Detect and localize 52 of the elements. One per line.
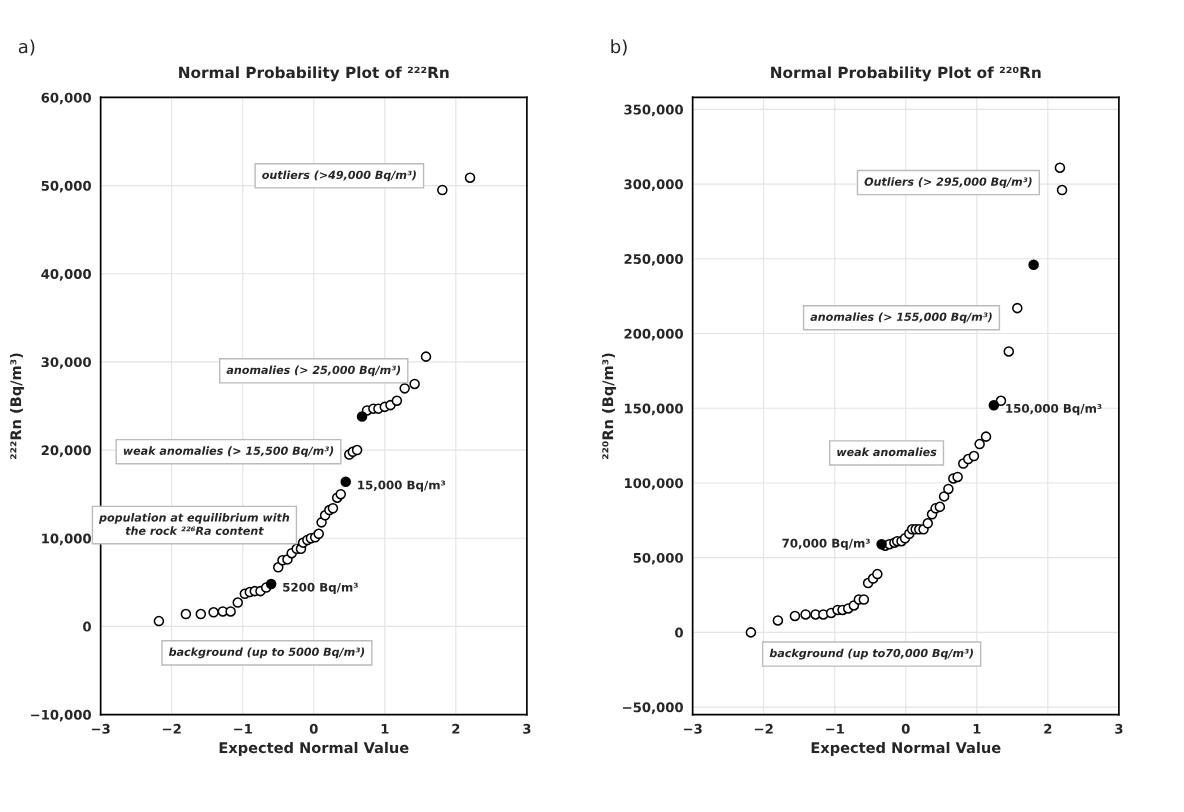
x-tick-label: 0 [309, 723, 318, 734]
x-tick-label: 1 [381, 723, 389, 734]
annotation: population at equilibrium with the rock ²²⁶Ra content [98, 513, 290, 535]
annotation: anomalies (> 25,000 Bq/m³) [226, 365, 401, 377]
x-tick-label: −2 [754, 723, 773, 734]
text: b) [611, 39, 627, 56]
x-tick-label: −3 [91, 723, 110, 734]
annotation: 70,000 Bq/m³ [782, 538, 870, 550]
x-tick-label: 1 [973, 723, 981, 734]
x-tick-label: 0 [901, 723, 910, 734]
y-tick-label: 10,000 [42, 533, 91, 546]
y-tick-label: 60,000 [41, 92, 91, 105]
y-axis-title: ²²⁰Rn (Bq/m³) [601, 353, 617, 460]
y-tick-label: 0 [83, 621, 91, 632]
y-tick-label: 100,000 [625, 478, 683, 490]
text: a) [18, 39, 35, 56]
annotation: weak anomalies [837, 447, 937, 457]
y-tick-label: 300,000 [624, 179, 683, 191]
y-tick-label: 200,000 [624, 328, 683, 341]
annotation: anomalies (> 155,000 Bq/m³) [810, 312, 992, 324]
y-tick-label: 40,000 [41, 268, 91, 281]
annotation: Outliers (> 295,000 Bq/m³) [864, 177, 1032, 188]
y-tick-label: 50,000 [41, 180, 91, 193]
x-tick-label: −3 [683, 723, 702, 734]
x-axis-title: Expected Normal Value [219, 741, 409, 757]
annotation: background (up to70,000 Bq/m³) [769, 648, 973, 660]
y-tick-label: −50,000 [623, 702, 683, 714]
annotation: weak anomalies (> 15,500 Bq/m³) [123, 446, 334, 458]
x-tick-label: 3 [523, 723, 531, 734]
annotation: 15,000 Bq/m³ [358, 480, 446, 492]
y-tick-label: 350,000 [624, 104, 683, 117]
y-tick-label: 30,000 [41, 357, 91, 369]
x-tick-label: 2 [1044, 723, 1052, 734]
y-tick-label: −10,000 [31, 709, 91, 722]
y-tick-label: 50,000 [633, 552, 683, 565]
y-tick-label: 250,000 [624, 254, 683, 266]
x-tick-label: −1 [826, 723, 844, 734]
y-tick-label: 150,000 [625, 403, 683, 416]
x-axis-title: Expected Normal Value [811, 741, 1001, 757]
annotation: outliers (>49,000 Bq/m³) [262, 170, 416, 182]
y-tick-label: 0 [675, 627, 683, 638]
annotation: 150,000 Bq/m³ [1006, 403, 1102, 416]
annotation: 5200 Bq/m³ [283, 582, 358, 594]
annotation: background (up to 5000 Bq/m³) [168, 647, 365, 659]
x-tick-label: 3 [1115, 723, 1123, 734]
x-tick-label: 2 [452, 723, 460, 734]
chart-title: Normal Probability Plot of ²²²Rn [179, 66, 449, 82]
x-tick-label: −1 [234, 723, 252, 734]
x-tick-label: −2 [162, 723, 181, 734]
y-tick-label: 20,000 [41, 445, 91, 457]
chart-title: Normal Probability Plot of ²²⁰Rn [771, 66, 1041, 82]
y-axis-title: ²²²Rn (Bq/m³) [9, 353, 25, 460]
